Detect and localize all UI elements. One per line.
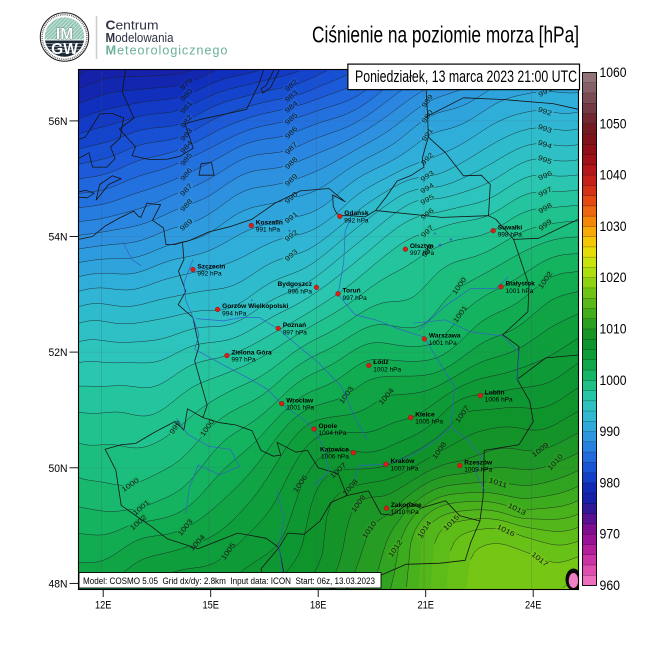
svg-text:Poniedziałek, 13 marca 2023 21: Poniedziałek, 13 marca 2023 21:00 UTC xyxy=(355,68,577,86)
svg-text:1001 hPa: 1001 hPa xyxy=(286,405,314,412)
svg-text:1001 hPa: 1001 hPa xyxy=(429,340,457,347)
svg-text:56N: 56N xyxy=(49,116,68,128)
svg-text:Gdańsk: Gdańsk xyxy=(344,210,369,217)
svg-text:54N: 54N xyxy=(49,232,68,244)
svg-text:Wrocław: Wrocław xyxy=(286,397,314,404)
svg-text:15E: 15E xyxy=(202,600,219,612)
svg-text:50N: 50N xyxy=(49,463,68,475)
svg-text:1000: 1000 xyxy=(600,373,627,388)
svg-text:48N: 48N xyxy=(49,578,68,590)
svg-text:997 hPa: 997 hPa xyxy=(231,357,256,364)
svg-text:IM: IM xyxy=(56,26,73,43)
svg-text:Bydgoszcz: Bydgoszcz xyxy=(278,281,313,288)
svg-text:1006 hPa: 1006 hPa xyxy=(485,397,513,404)
svg-text:980: 980 xyxy=(600,475,621,490)
svg-text:1001 hPa: 1001 hPa xyxy=(506,288,534,295)
svg-text:995: 995 xyxy=(537,155,553,166)
svg-text:Olsztyn: Olsztyn xyxy=(410,243,434,250)
svg-text:990: 990 xyxy=(600,424,621,439)
svg-text:Białystok: Białystok xyxy=(506,281,536,288)
svg-text:Ciśnienie na poziomie morza [h: Ciśnienie na poziomie morza [hPa] xyxy=(312,22,579,48)
svg-text:998 hPa: 998 hPa xyxy=(498,232,523,239)
svg-text:1030: 1030 xyxy=(600,219,627,234)
svg-text:1020: 1020 xyxy=(600,270,627,285)
svg-text:21E: 21E xyxy=(417,600,434,612)
svg-text:992: 992 xyxy=(537,106,553,117)
svg-text:1010 hPa: 1010 hPa xyxy=(391,509,419,516)
svg-text:Zakopane: Zakopane xyxy=(391,502,422,509)
svg-text:Poznań: Poznań xyxy=(283,322,306,329)
svg-text:Koszalin: Koszalin xyxy=(256,219,283,226)
svg-text:Model: COSMO 5.05 Grid dx/dy:: Model: COSMO 5.05 Grid dx/dy: 2.8km Inpu… xyxy=(83,576,375,587)
svg-text:997 hPa: 997 hPa xyxy=(283,329,308,336)
svg-text:Meteorologicznego: Meteorologicznego xyxy=(106,43,228,58)
svg-text:1005 hPa: 1005 hPa xyxy=(415,419,443,426)
svg-text:Szczecin: Szczecin xyxy=(197,263,225,270)
svg-text:997 hPa: 997 hPa xyxy=(343,295,368,302)
svg-text:Kielce: Kielce xyxy=(415,411,435,418)
svg-text:1002 hPa: 1002 hPa xyxy=(373,366,401,373)
svg-text:Warszawa: Warszawa xyxy=(429,333,461,340)
svg-text:1040: 1040 xyxy=(600,168,627,183)
svg-text:Lublin: Lublin xyxy=(485,389,505,396)
svg-text:GW: GW xyxy=(51,41,78,58)
svg-text:Zielona Góra: Zielona Góra xyxy=(231,349,272,356)
svg-text:993: 993 xyxy=(537,124,553,135)
svg-text:991 hPa: 991 hPa xyxy=(256,227,281,234)
svg-text:1004 hPa: 1004 hPa xyxy=(319,430,347,437)
svg-text:994: 994 xyxy=(537,139,553,150)
svg-text:970: 970 xyxy=(600,527,621,542)
svg-text:1050: 1050 xyxy=(600,116,627,131)
svg-text:Suwałki: Suwałki xyxy=(498,225,523,232)
svg-text:24E: 24E xyxy=(525,600,542,612)
svg-text:Centrum: Centrum xyxy=(106,18,159,33)
svg-text:1009 hPa: 1009 hPa xyxy=(464,467,492,474)
svg-text:996 hPa: 996 hPa xyxy=(288,288,313,295)
svg-text:52N: 52N xyxy=(49,347,68,359)
svg-text:992 hPa: 992 hPa xyxy=(197,271,222,278)
svg-text:Gorzów Wielkopolski: Gorzów Wielkopolski xyxy=(222,303,288,310)
svg-text:18E: 18E xyxy=(310,600,327,612)
svg-text:Rzeszów: Rzeszów xyxy=(464,459,493,466)
svg-text:Łódź: Łódź xyxy=(373,359,389,366)
svg-text:1006 hPa: 1006 hPa xyxy=(321,454,349,461)
svg-text:Modelowania: Modelowania xyxy=(106,30,175,45)
svg-text:Kraków: Kraków xyxy=(391,458,416,465)
svg-text:992 hPa: 992 hPa xyxy=(344,217,369,224)
svg-text:12E: 12E xyxy=(95,600,112,612)
svg-text:994 hPa: 994 hPa xyxy=(222,310,247,317)
svg-text:Toruń: Toruń xyxy=(343,288,361,295)
svg-text:Opole: Opole xyxy=(319,423,338,430)
svg-text:1007 hPa: 1007 hPa xyxy=(391,465,419,472)
svg-text:1010: 1010 xyxy=(600,322,627,337)
svg-text:997 hPa: 997 hPa xyxy=(410,250,435,257)
svg-text:Katowice: Katowice xyxy=(320,447,349,454)
svg-text:960: 960 xyxy=(600,578,621,593)
svg-text:1060: 1060 xyxy=(600,65,627,80)
